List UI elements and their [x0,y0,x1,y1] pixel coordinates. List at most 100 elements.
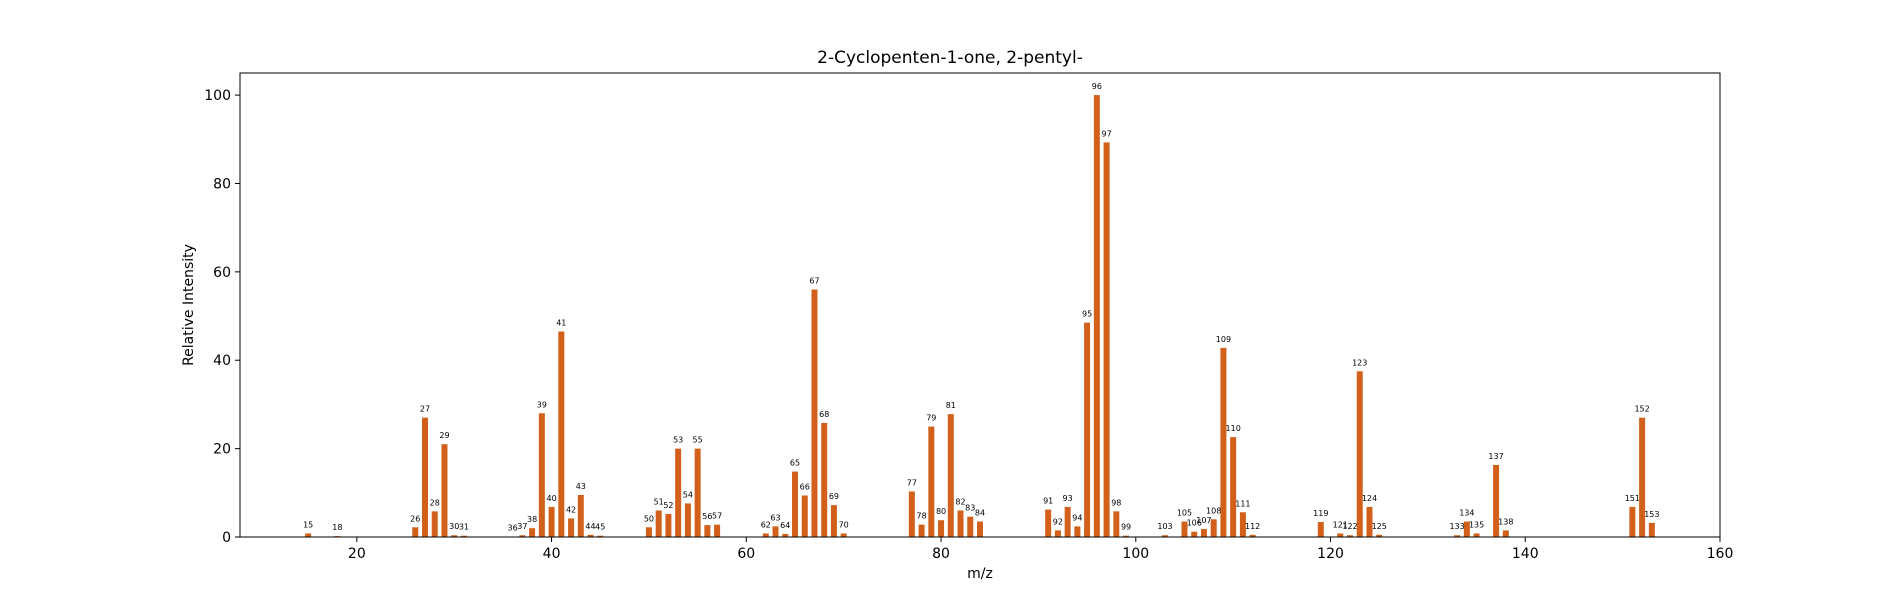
bar-label: 51 [654,497,664,506]
plot-frame [239,72,1721,538]
x-tick-label: 60 [737,546,755,562]
spectrum-bar [451,535,458,537]
bar-label: 151 [1625,494,1640,503]
bar-label: 56 [702,512,712,521]
y-tick-label: 40 [213,353,231,369]
spectrum-bar [792,471,798,537]
spectrum-bar [1084,322,1091,537]
spectrum-bar [1162,535,1168,537]
y-tick-label: 20 [213,442,231,458]
spectrum-bar [1191,531,1198,537]
bar-label: 92 [1053,517,1063,526]
bar-label: 55 [693,436,703,445]
x-tick-label: 40 [543,546,561,562]
spectrum-bar [1249,534,1256,537]
bar-label: 27 [420,405,430,414]
spectrum-bar [1376,534,1383,537]
spectrum-bar [1317,521,1324,537]
spectrum-bar [947,414,954,537]
spectrum-bar [1629,506,1636,537]
spectrum-bar [1356,371,1363,537]
spectrum-bar [684,503,691,537]
bar-label: 80 [936,507,946,516]
bar-label: 134 [1459,509,1474,518]
bar-label: 98 [1111,498,1121,507]
bar-label: 45 [595,523,605,532]
bar-label: 38 [527,515,537,524]
chart-title: 2-Cyclopenten-1-one, 2-pentyl- [817,48,1083,68]
bar-label: 77 [907,478,917,487]
bar-label: 96 [1092,82,1102,91]
y-tick-label: 80 [213,176,231,192]
spectrum-bar [587,534,594,537]
bar-label: 69 [829,492,839,501]
spectrum-bar [1493,464,1500,537]
bar-label: 125 [1372,522,1387,531]
spectrum-bar [1366,506,1373,537]
spectrum-bar [675,448,682,537]
x-tick-label: 140 [1512,546,1539,562]
spectrum-bar [1463,521,1470,537]
bar-label: 106 [1187,519,1202,528]
bar-label: 94 [1072,513,1082,522]
spectrum-bar [1239,512,1246,537]
bar-label: 84 [975,509,985,518]
bar-label: 63 [770,513,780,522]
bar-label: 52 [663,501,673,510]
spectrum-bar [422,417,428,537]
bar-label: 42 [566,505,576,514]
spectrum-bar [441,444,448,537]
bar-label: 54 [683,490,693,499]
bar-label: 93 [1063,494,1073,503]
bar-label: 78 [916,512,926,521]
bar-label: 18 [332,523,342,532]
bar-label: 79 [926,414,936,423]
bar-label: 124 [1362,494,1377,503]
spectrum-bar [918,524,925,537]
bar-label: 44 [585,522,595,531]
spectrum-bar [840,533,847,537]
bar-label: 36 [508,524,518,533]
bar-label: 97 [1101,129,1111,138]
bar-label: 67 [809,277,819,286]
bar-label: 68 [819,410,829,419]
bar-label: 66 [800,482,810,491]
spectrum-bar [714,524,721,537]
spectrum-bar [460,535,467,537]
bar-label: 83 [965,504,975,513]
bar-label: 41 [556,319,566,328]
bar-label: 109 [1216,335,1231,344]
spectrum-bar [1210,519,1217,537]
bar-label: 70 [839,520,849,529]
x-tick-label: 80 [932,546,950,562]
spectrum-bar [305,533,312,537]
bar-label: 43 [576,482,586,491]
spectrum-bar [665,514,672,537]
spectrum-bar [762,533,769,537]
spectrum-bar [412,527,419,537]
bar-label: 111 [1235,499,1250,508]
y-tick-label: 0 [222,530,231,546]
bar-label: 138 [1498,517,1513,526]
spectrum-bar [1054,530,1061,537]
spectrum-bar [1347,535,1353,537]
spectrum-bar [694,448,701,537]
x-tick-label: 160 [1707,546,1734,562]
bar-label: 81 [946,401,956,410]
spectrum-bar [830,505,837,537]
spectrum-bar [529,528,536,537]
bar-label: 135 [1469,520,1484,529]
spectrum-bar [1123,535,1130,537]
x-tick-label: 20 [348,546,366,562]
spectrum-bar [577,495,584,537]
y-axis-label: Relative Intensity [181,244,197,366]
bar-label: 99 [1121,523,1131,532]
bar-label: 110 [1226,424,1241,433]
bar-label: 31 [459,523,469,532]
bar-label: 123 [1352,358,1367,367]
spectrum-bar [1473,533,1480,537]
bar-label: 152 [1634,405,1649,414]
spectrum-bar [938,520,945,537]
